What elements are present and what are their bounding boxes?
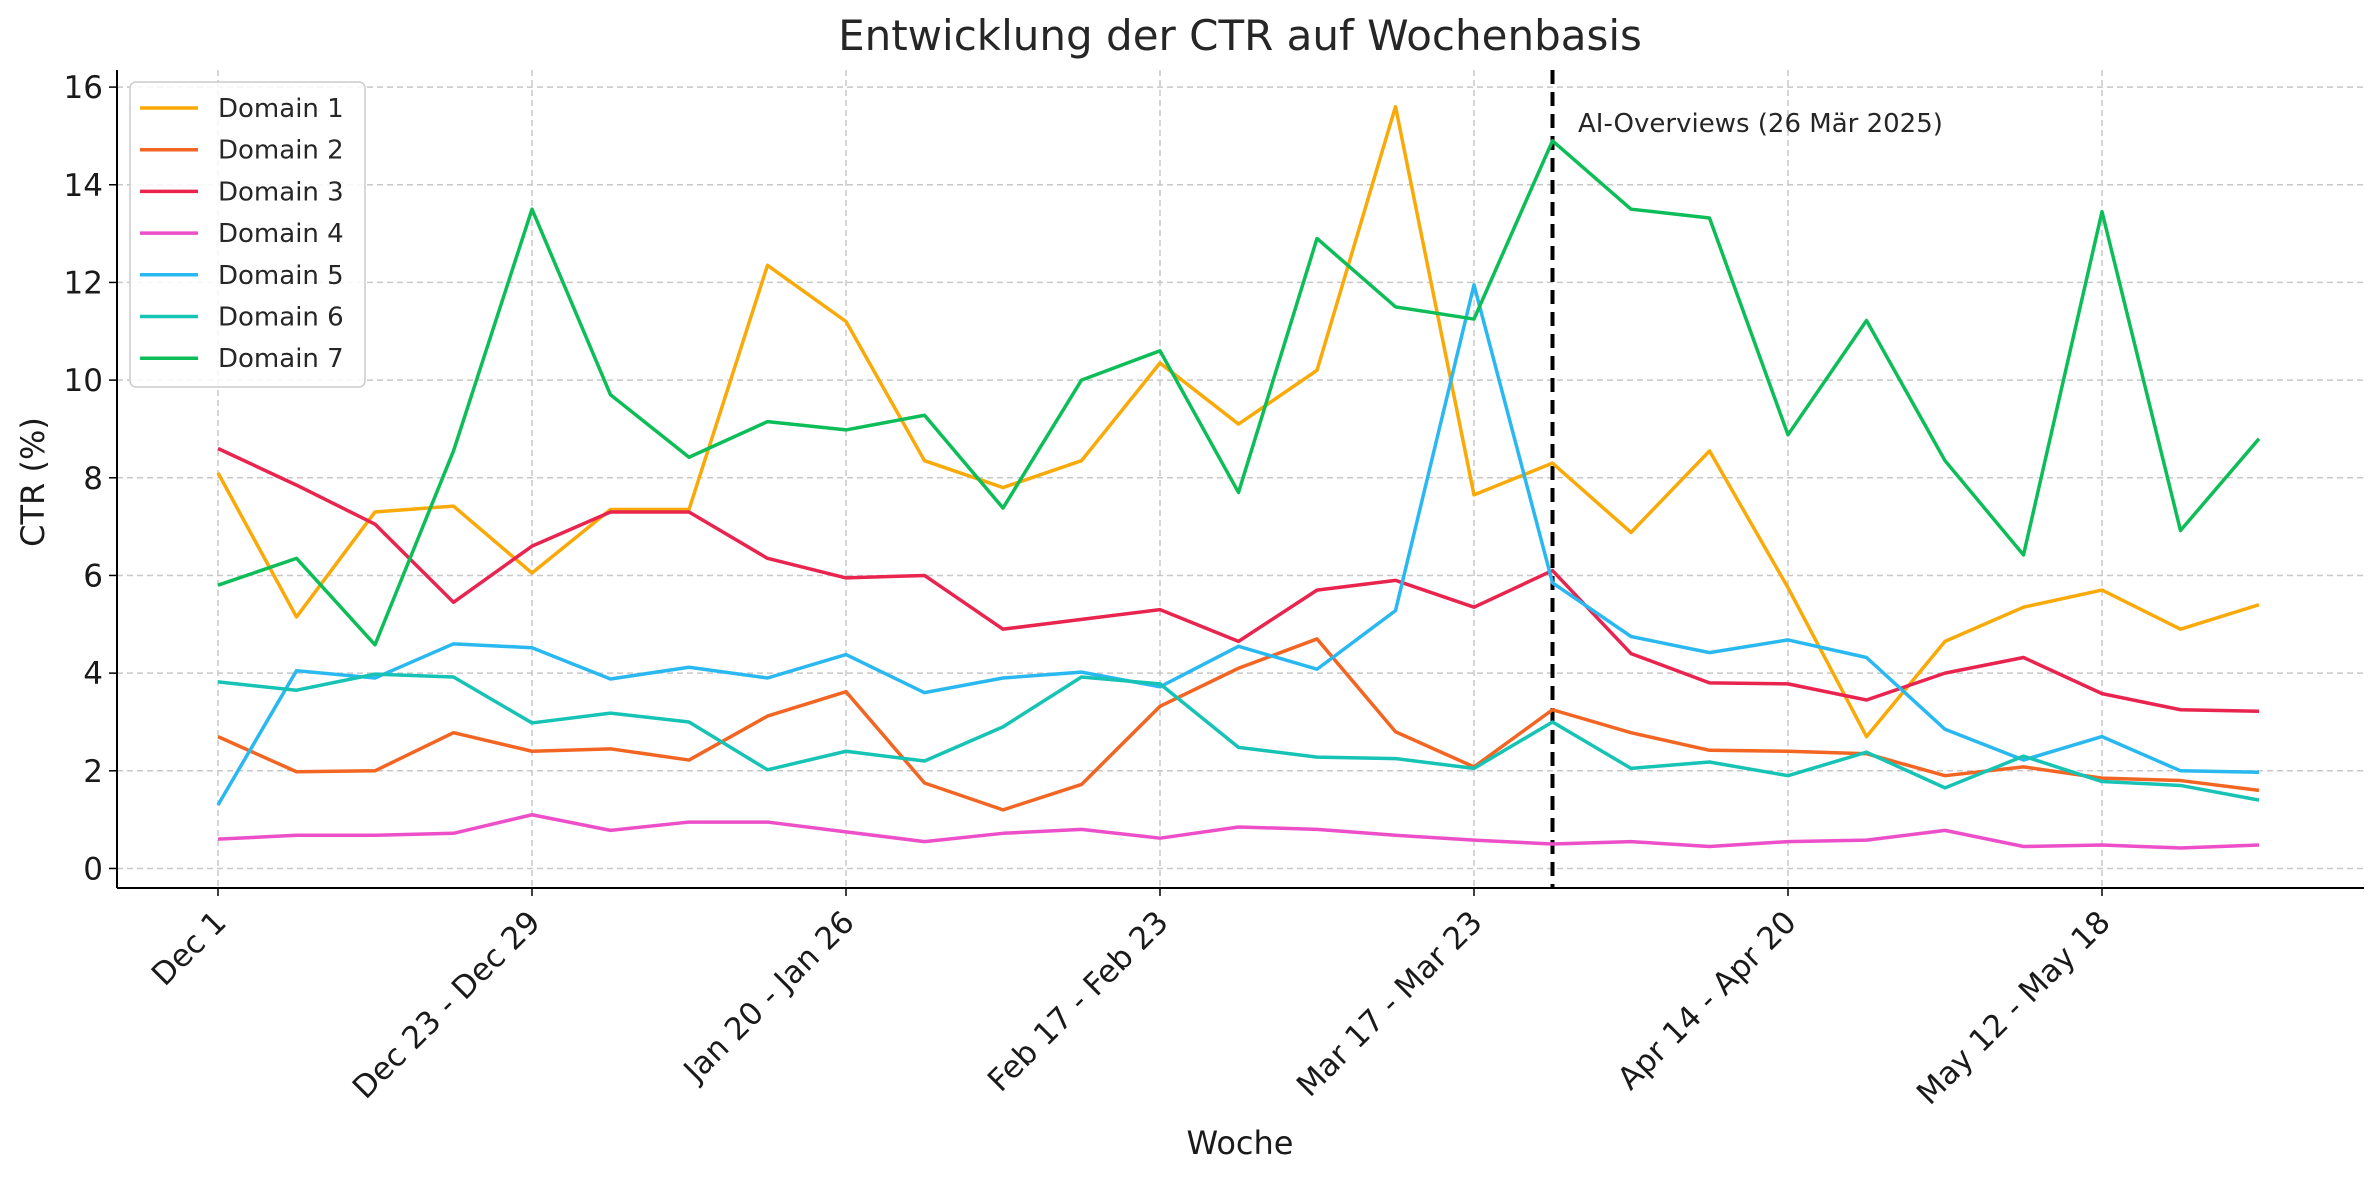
x-tick-label: Apr 14 - Apr 20 xyxy=(1611,904,1804,1097)
y-tick-label: 6 xyxy=(83,558,103,594)
y-tick-label: 8 xyxy=(83,461,103,497)
y-tick-label: 16 xyxy=(64,70,103,106)
legend-label-domain-6: Domain 6 xyxy=(218,303,344,333)
x-tick-label: Dec 23 - Dec 29 xyxy=(346,904,548,1106)
y-tick-label: 4 xyxy=(83,656,103,692)
y-tick-label: 14 xyxy=(64,168,103,204)
legend-label-domain-4: Domain 4 xyxy=(218,219,344,249)
y-axis-label: CTR (%) xyxy=(14,417,52,547)
y-tick-label: 0 xyxy=(83,851,103,887)
y-tick-label: 2 xyxy=(83,754,103,790)
axes xyxy=(116,70,2364,889)
legend-box xyxy=(129,81,366,388)
x-tick-label: Dec 1 xyxy=(145,904,234,993)
x-tick-label: Feb 17 - Feb 23 xyxy=(981,904,1176,1099)
chart-title: Entwicklung der CTR auf Wochenbasis xyxy=(838,11,1642,60)
x-axis-label: Woche xyxy=(1187,1124,1294,1162)
series-line-domain-3 xyxy=(217,446,2260,713)
x-tick-label: Mar 17 - Mar 23 xyxy=(1290,904,1490,1104)
legend-label-domain-1: Domain 1 xyxy=(218,94,344,124)
y-tick-label: 12 xyxy=(64,265,103,301)
legend-label-domain-3: Domain 3 xyxy=(218,177,344,207)
series-lines xyxy=(216,104,2261,850)
x-tick-label: May 12 - May 18 xyxy=(1910,904,2118,1112)
series-line-domain-4 xyxy=(217,812,2260,850)
series-line-domain-6 xyxy=(217,672,2260,802)
x-tick-labels: Dec 1 Dec 23 - Dec 29 Jan 20 - Jan 26 Feb 1… xyxy=(145,888,2118,1112)
series-line-domain-1 xyxy=(216,104,2260,739)
legend: Domain 1 Domain 2 Domain 3 Domain 4 Domain 5… xyxy=(129,81,366,388)
x-tick-label: Jan 20 - Jan 26 xyxy=(676,904,862,1090)
legend-label-domain-2: Domain 2 xyxy=(218,136,344,166)
legend-label-domain-5: Domain 5 xyxy=(218,261,344,291)
ai-overviews-annotation: AI-Overviews (26 Mär 2025) xyxy=(1578,109,1943,139)
y-tick-labels: 0 2 4 6 8 10 12 14 16 xyxy=(64,70,117,887)
series-line-domain-5 xyxy=(216,283,2260,806)
series-line-domain-7 xyxy=(217,139,2261,647)
y-tick-label: 10 xyxy=(64,363,103,399)
grid xyxy=(117,70,2364,888)
series-line-domain-2 xyxy=(217,637,2260,812)
legend-label-domain-7: Domain 7 xyxy=(218,344,344,374)
